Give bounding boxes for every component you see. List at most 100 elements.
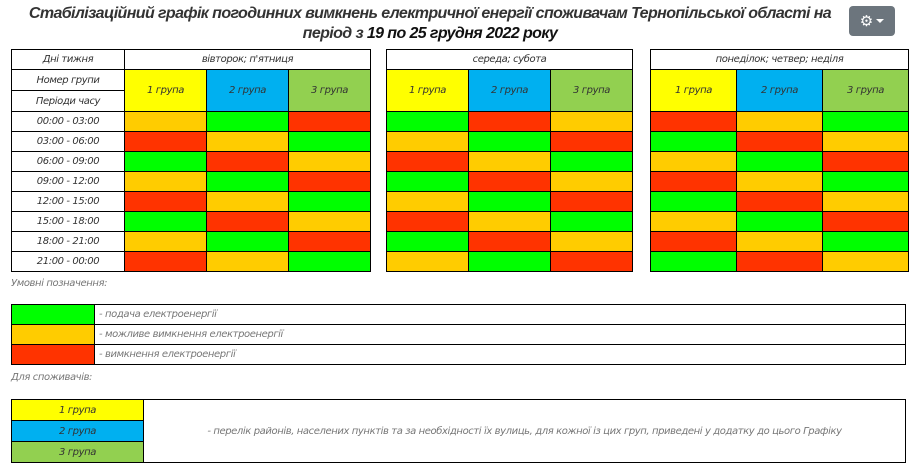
consumers-text: - перелік районів, населених пунктів та …: [143, 399, 906, 463]
schedule-cell-possible-outage: [736, 171, 823, 192]
schedule-cell-power-on: [468, 131, 551, 152]
schedule-cell-outage: [468, 171, 551, 192]
schedule-cell-possible-outage: [822, 131, 909, 152]
schedule-cell-outage: [288, 171, 371, 192]
schedule-cell-outage: [124, 251, 207, 272]
legend-text: - вимкнення електроенергії: [94, 344, 906, 365]
schedule-cell-power-on: [736, 211, 823, 232]
schedule-cell-power-on: [550, 211, 633, 232]
period-label: 15:00 - 18:00: [11, 211, 125, 232]
group-header: 1 група: [124, 69, 207, 112]
chevron-down-icon: [876, 19, 885, 23]
schedule-cell-outage: [736, 251, 823, 272]
group-header: 3 група: [288, 69, 371, 112]
schedule-cell-power-on: [386, 171, 469, 192]
title-period: 19 по 25 грудня 2022 року: [366, 25, 558, 42]
period-label: 18:00 - 21:00: [11, 231, 125, 252]
title-line2: період з 19 по 25 грудня 2022 року: [0, 24, 860, 44]
days-header: середа; субота: [386, 49, 633, 70]
schedule-cell-power-on: [822, 111, 909, 132]
schedule-cell-possible-outage: [386, 131, 469, 152]
schedule-cell-possible-outage: [206, 251, 289, 272]
schedule-cell-outage: [736, 131, 823, 152]
group-header: 2 група: [468, 69, 551, 112]
legend-swatch: [11, 304, 95, 325]
schedule-cell-outage: [386, 151, 469, 172]
period-label: 06:00 - 09:00: [11, 151, 125, 172]
schedule-cell-possible-outage: [736, 111, 823, 132]
schedule-cell-possible-outage: [206, 191, 289, 212]
schedule-cell-power-on: [206, 111, 289, 132]
schedule-cell-power-on: [206, 171, 289, 192]
schedule-cell-power-on: [650, 191, 737, 212]
schedule-cell-possible-outage: [386, 251, 469, 272]
page-title: Стабілізаційний графік погодинних вимкне…: [0, 4, 860, 44]
legend-heading: Умовні позначення:: [11, 278, 108, 289]
gear-icon: ⚙: [859, 12, 874, 30]
schedule-cell-possible-outage: [288, 211, 371, 232]
group-header: 3 група: [822, 69, 909, 112]
schedule-cell-outage: [288, 111, 371, 132]
consumer-group: 1 група: [11, 399, 144, 421]
schedule-cell-possible-outage: [124, 111, 207, 132]
schedule-cell-power-on: [650, 251, 737, 272]
schedule-cell-power-on: [822, 171, 909, 192]
schedule-cell-power-on: [124, 211, 207, 232]
label-group: Номер групи: [11, 69, 125, 91]
legend-swatch: [11, 324, 95, 345]
schedule-cell-possible-outage: [288, 151, 371, 172]
legend-swatch: [11, 344, 95, 365]
schedule-cell-power-on: [288, 131, 371, 152]
days-header: вівторок; п'ятниця: [124, 49, 371, 70]
schedule-cell-possible-outage: [822, 191, 909, 212]
schedule-cell-possible-outage: [550, 231, 633, 252]
schedule-cell-outage: [822, 151, 909, 172]
schedule-cell-possible-outage: [822, 251, 909, 272]
consumer-group: 2 група: [11, 420, 144, 442]
schedule-cell-power-on: [468, 191, 551, 212]
schedule-cell-outage: [650, 111, 737, 132]
consumer-group: 3 група: [11, 441, 144, 463]
legend-text: - подача електроенергії: [94, 304, 906, 325]
schedule-cell-power-on: [550, 151, 633, 172]
schedule-cell-outage: [468, 231, 551, 252]
schedule-cell-outage: [124, 131, 207, 152]
label-periods: Періоди часу: [11, 90, 125, 112]
settings-button[interactable]: ⚙: [849, 6, 895, 36]
schedule-cell-possible-outage: [124, 231, 207, 252]
schedule-cell-possible-outage: [206, 131, 289, 152]
schedule-cell-outage: [206, 151, 289, 172]
schedule-cell-outage: [822, 211, 909, 232]
group-header: 3 група: [550, 69, 633, 112]
period-label: 03:00 - 06:00: [11, 131, 125, 152]
schedule-cell-outage: [124, 191, 207, 212]
period-label: 21:00 - 00:00: [11, 251, 125, 272]
schedule-cell-outage: [550, 131, 633, 152]
schedule-cell-outage: [550, 251, 633, 272]
schedule-cell-outage: [550, 191, 633, 212]
schedule-cell-power-on: [386, 111, 469, 132]
schedule-cell-possible-outage: [468, 211, 551, 232]
group-header: 2 група: [206, 69, 289, 112]
schedule-cell-possible-outage: [736, 231, 823, 252]
schedule-cell-possible-outage: [550, 111, 633, 132]
schedule-cell-possible-outage: [468, 151, 551, 172]
schedule-cell-power-on: [822, 231, 909, 252]
legend-text: - можливе вимкнення електроенергії: [94, 324, 906, 345]
period-label: 09:00 - 12:00: [11, 171, 125, 192]
schedule-cell-power-on: [206, 231, 289, 252]
group-header: 1 група: [650, 69, 737, 112]
title-line1: Стабілізаційний графік погодинних вимкне…: [28, 5, 832, 22]
schedule-cell-outage: [288, 231, 371, 252]
schedule-cell-possible-outage: [550, 171, 633, 192]
schedule-cell-outage: [206, 211, 289, 232]
schedule-cell-power-on: [736, 151, 823, 172]
schedule-cell-power-on: [288, 251, 371, 272]
schedule-cell-outage: [650, 231, 737, 252]
schedule-cell-possible-outage: [650, 211, 737, 232]
schedule-cell-power-on: [288, 191, 371, 212]
group-header: 1 група: [386, 69, 469, 112]
schedule-cell-outage: [736, 191, 823, 212]
schedule-cell-possible-outage: [650, 151, 737, 172]
title-prefix: період з: [302, 25, 367, 42]
